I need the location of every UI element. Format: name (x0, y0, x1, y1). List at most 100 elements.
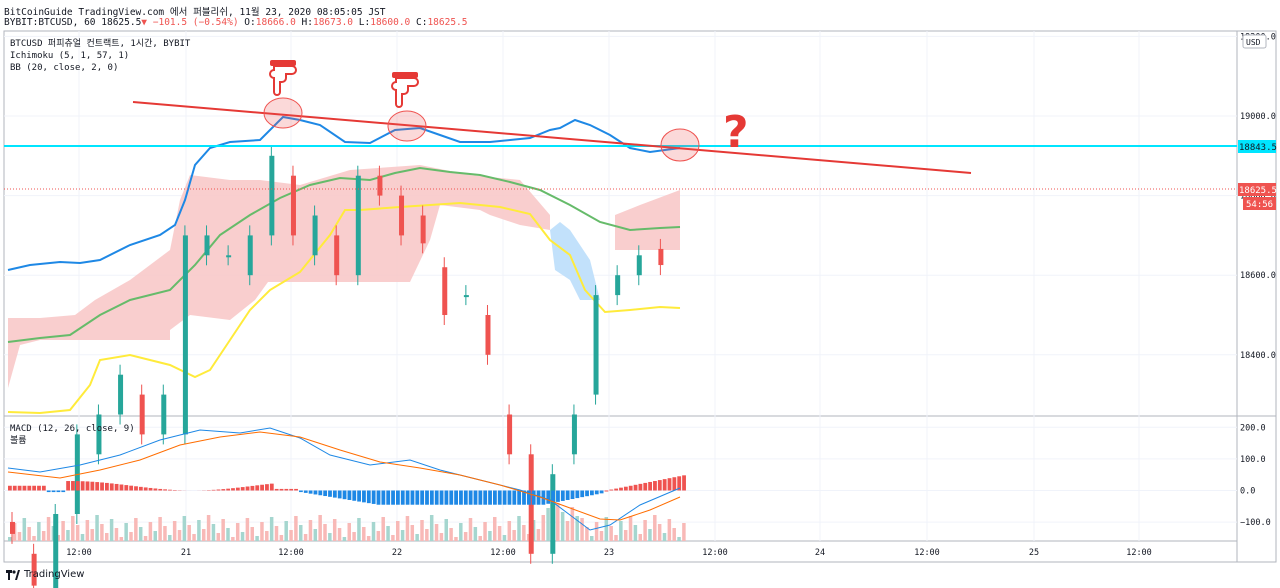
volume-bar (323, 524, 327, 541)
macd-histogram-bar (66, 481, 70, 491)
macd-histogram-bar (105, 482, 109, 491)
volume-bar (328, 533, 332, 541)
volume-bar (609, 526, 613, 541)
volume-bar (129, 532, 133, 541)
volume-bar (119, 537, 124, 541)
candle-body (615, 275, 621, 296)
macd-tick-label: 200.0 (1240, 423, 1266, 433)
macd-histogram-bar (662, 479, 667, 491)
time-tick-label: 24 (815, 548, 825, 558)
change-arrow-icon: ▼ (141, 17, 148, 28)
volume-bar (284, 521, 288, 541)
volume-bar (27, 527, 31, 541)
macd-histogram-bar (245, 486, 250, 491)
macd-histogram-bar (269, 483, 274, 491)
legend-macd[interactable]: MACD (12, 26, close, 9) (10, 424, 135, 434)
macd-histogram-bar (226, 488, 231, 491)
level-price-label: 18843.5 (1239, 143, 1277, 153)
macd-histogram-bar (90, 481, 95, 491)
candle-body (204, 235, 210, 256)
current-price-label: 18625.5 (1239, 186, 1277, 196)
volume-bar (541, 515, 545, 541)
macd-histogram-bar (366, 490, 371, 504)
tradingview-logo-icon (6, 569, 20, 580)
macd-histogram-bar (274, 488, 279, 491)
volume-bar (483, 522, 487, 541)
volume-bar (357, 518, 361, 541)
candle-body (269, 155, 275, 236)
macd-histogram-bar (473, 490, 478, 505)
volume-bar (250, 527, 254, 541)
legend-volume[interactable]: 볼륨 (10, 435, 27, 446)
macd-histogram-bar (134, 486, 138, 491)
volume-bar (599, 531, 604, 541)
macd-axis[interactable]: 200.0 100.0 0.0 −100.0 (1240, 423, 1271, 528)
macd-histogram-bar (124, 485, 129, 491)
macd-histogram-bar (454, 490, 458, 505)
volume-bar (517, 516, 521, 541)
candle-body (550, 474, 556, 554)
candle-body (139, 394, 145, 435)
macd-histogram-bar (570, 490, 575, 500)
macd-histogram-bar (357, 490, 361, 502)
volume-bar (386, 526, 390, 541)
legend-title: BTCUSD 퍼피츄얼 컨트랙트, 1시간, BYBIT (10, 38, 191, 49)
candle-body (507, 414, 513, 455)
macd-histogram-bar (100, 482, 104, 491)
question-mark: ? (723, 107, 749, 158)
volume-bar (366, 536, 371, 541)
candle-body (31, 553, 37, 586)
volume-bar (342, 537, 347, 541)
macd-histogram-bar (493, 490, 497, 505)
volume-bar (560, 512, 565, 541)
macd-histogram-bar (405, 490, 410, 505)
macd-histogram-bar (284, 488, 289, 491)
macd-histogram-bar (434, 490, 439, 505)
volume-bar (41, 531, 46, 541)
volume-bar (507, 521, 512, 541)
macd-histogram-bar (657, 480, 662, 491)
macd-histogram-bar (17, 485, 22, 491)
volume-bar (279, 535, 284, 541)
macd-histogram-bar (71, 481, 75, 491)
macd-histogram-bar (376, 490, 381, 505)
macd-histogram-bar (478, 490, 483, 505)
legend-bb[interactable]: BB (20, close, 2, 0) (10, 63, 118, 73)
highlight-ellipse (387, 110, 427, 142)
volume-bar (172, 521, 177, 541)
volume-bar (260, 522, 264, 541)
volume-bar (22, 518, 27, 541)
macd-histogram-bar (75, 481, 80, 491)
candle-body (658, 248, 664, 266)
volume-bar (163, 526, 167, 541)
time-tick-label: 21 (181, 548, 191, 558)
volume-bar (420, 520, 424, 541)
time-axis[interactable]: 12:00 21 12:00 22 12:00 23 12:00 24 12:00 25 12:00 (66, 548, 1152, 558)
price-tick-label: 18800.0 (1240, 192, 1276, 202)
volume-bar (90, 529, 94, 541)
volume-bar (526, 534, 531, 541)
macd-histogram-bar (396, 490, 400, 505)
price-change: −101.5 (−0.54%) (152, 17, 239, 28)
macd-histogram-bar (129, 485, 134, 491)
currency-badge[interactable] (1242, 34, 1267, 49)
macd-histogram-bar (362, 490, 366, 503)
legend-ichimoku[interactable]: Ichimoku (5, 1, 57, 1) (10, 51, 129, 61)
volume-bar (202, 529, 206, 541)
volume-bar (75, 525, 80, 541)
volume-bar (454, 537, 458, 541)
trend-line[interactable] (132, 101, 972, 174)
candle-body (593, 295, 599, 395)
volume-bar (444, 519, 448, 541)
volume-bar (71, 516, 75, 541)
brand-footer[interactable]: TradingView (6, 569, 84, 580)
macd-histogram-bar (653, 481, 657, 491)
volume-bar (143, 536, 148, 541)
volume-bar (168, 535, 172, 541)
volume-bar (638, 534, 642, 541)
volume-bar (182, 516, 187, 541)
volume-bar (556, 503, 560, 541)
volume-bar (623, 530, 628, 541)
